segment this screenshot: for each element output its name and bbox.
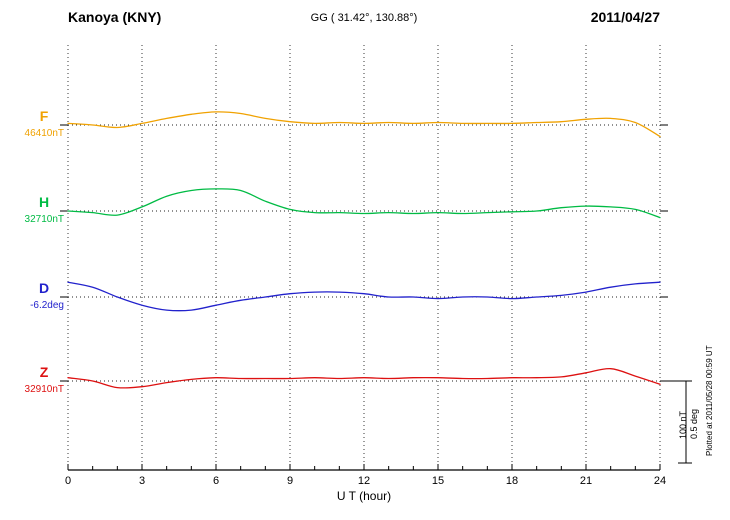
x-tick-label: 18 — [506, 475, 518, 487]
trace-Z — [67, 368, 661, 389]
x-tick-label: 12 — [358, 475, 370, 487]
series-label-F: F — [39, 108, 49, 124]
trace-F — [67, 111, 661, 138]
station-title: Kanoya (KNY) — [68, 9, 162, 25]
scalebar-nt-label: 100 nT — [678, 410, 688, 439]
series-label-H: H — [38, 194, 50, 210]
trace-H — [67, 188, 661, 219]
trace-D — [67, 281, 661, 312]
x-tick-label: 21 — [580, 475, 592, 487]
x-tick-label: 15 — [432, 475, 444, 487]
series-baseline-F: 46410nT — [24, 128, 64, 139]
date-label: 2011/04/27 — [590, 9, 660, 25]
x-tick-label: 9 — [287, 475, 293, 487]
series-baseline-H: 32710nT — [24, 214, 64, 225]
series-baseline-Z: 32910nT — [24, 384, 64, 395]
x-tick-label: 3 — [139, 475, 145, 487]
series-label-Z: Z — [39, 364, 49, 380]
x-tick-label: 24 — [654, 475, 666, 487]
coordinates-label: GG ( 31.42°, 130.88°) — [310, 12, 418, 24]
x-tick-label: 0 — [65, 475, 71, 487]
x-tick-label: 6 — [213, 475, 219, 487]
scalebar-deg-label: 0.5 deg — [689, 408, 699, 439]
series-label-D: D — [38, 280, 50, 296]
series-baseline-D: -6.2deg — [30, 300, 64, 311]
plotted-at-label: Plotted at 2011/05/28 00:59 UT — [705, 345, 714, 456]
x-axis-title: U T (hour) — [336, 489, 392, 503]
